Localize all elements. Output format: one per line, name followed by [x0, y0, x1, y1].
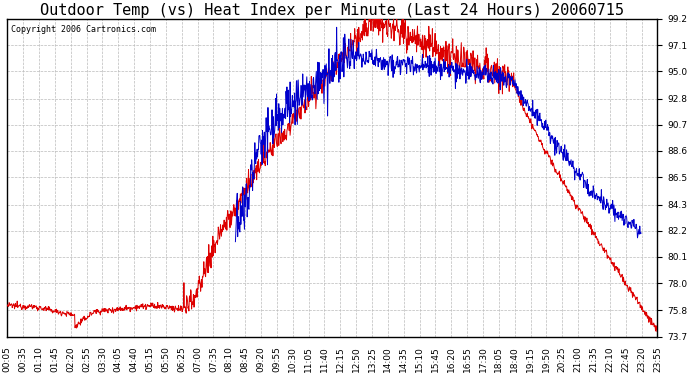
Title: Outdoor Temp (vs) Heat Index per Minute (Last 24 Hours) 20060715: Outdoor Temp (vs) Heat Index per Minute … [40, 3, 624, 18]
Text: Copyright 2006 Cartronics.com: Copyright 2006 Cartronics.com [10, 25, 155, 34]
